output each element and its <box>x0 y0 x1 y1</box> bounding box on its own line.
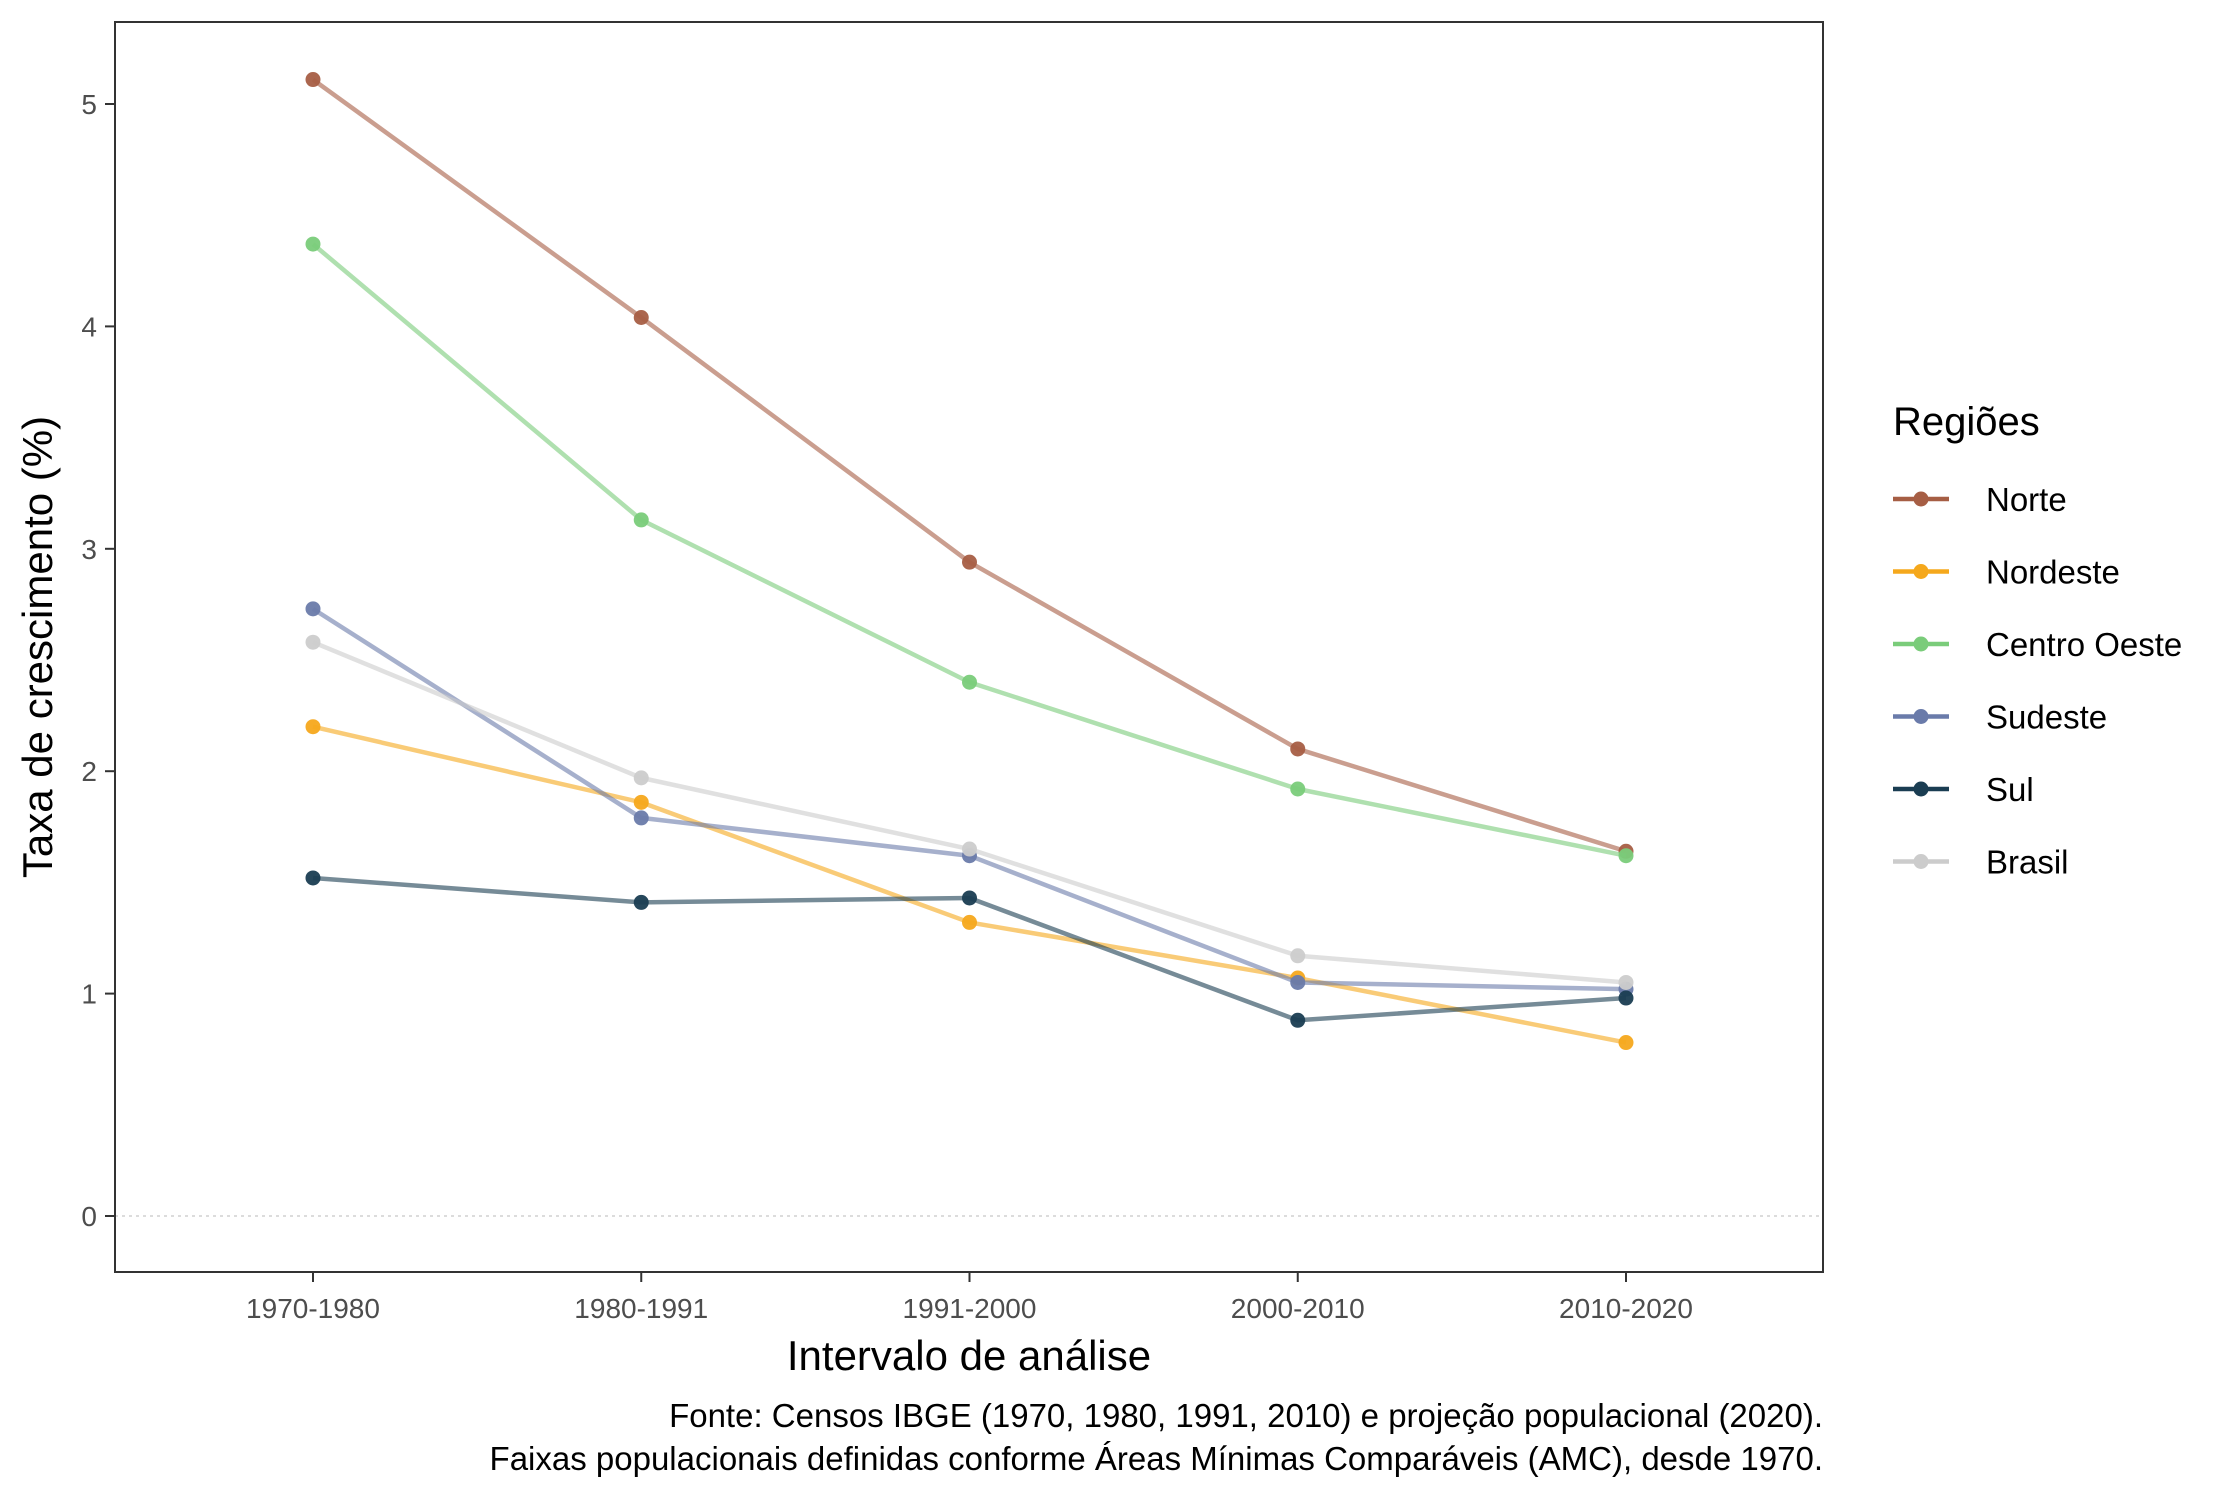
data-point <box>633 810 649 826</box>
data-point <box>633 794 649 810</box>
x-axis: 1970-1980 1980-1991 1991-2000 2000-2010 2010… <box>246 1272 1693 1324</box>
data-point <box>633 512 649 528</box>
data-point <box>305 236 321 252</box>
legend-title: Regiões <box>1893 400 2040 444</box>
y-tick-label: 1 <box>81 979 97 1010</box>
legend-key-point <box>1913 709 1929 724</box>
legend-item: Brasil <box>1893 844 2069 881</box>
data-point <box>305 719 321 735</box>
data-point <box>1618 974 1634 990</box>
y-axis-title: Taxa de crescimento (%) <box>14 416 61 878</box>
legend-label: Norte <box>1986 481 2067 518</box>
data-point <box>633 894 649 910</box>
data-point <box>962 890 977 906</box>
data-point <box>305 870 321 886</box>
x-tick-label: 2010-2020 <box>1559 1293 1693 1324</box>
legend-label: Centro Oeste <box>1986 626 2182 663</box>
data-point <box>962 674 977 690</box>
x-tick-label: 2000-2010 <box>1231 1293 1365 1324</box>
data-point <box>1290 974 1306 990</box>
legend-key-point <box>1913 491 1929 507</box>
data-point <box>1290 741 1306 757</box>
legend-label: Nordeste <box>1986 554 2120 591</box>
data-point <box>305 601 321 617</box>
legend-label: Brasil <box>1986 844 2069 881</box>
data-point <box>962 914 977 930</box>
y-tick-label: 4 <box>81 311 97 342</box>
legend-key-point <box>1913 854 1929 869</box>
legend-item: Centro Oeste <box>1893 626 2182 663</box>
y-axis: 0 1 2 3 4 5 <box>81 89 115 1232</box>
x-tick-label: 1991-2000 <box>903 1293 1037 1324</box>
series-brasil <box>305 634 1634 990</box>
legend-item: Sul <box>1893 771 2034 808</box>
legend-item: Norte <box>1893 481 2067 518</box>
data-point <box>1618 1035 1634 1051</box>
legend-label: Sul <box>1986 771 2034 808</box>
data-point <box>1290 948 1306 964</box>
data-point <box>305 634 321 650</box>
y-tick-label: 3 <box>81 534 97 565</box>
data-point <box>633 770 649 786</box>
data-point <box>962 841 977 857</box>
legend-item: Sudeste <box>1893 699 2107 736</box>
legend: Regiões Norte Nordeste Centro Oeste Sudeste… <box>1893 400 2182 881</box>
data-point <box>305 72 321 88</box>
series-layer <box>305 72 1634 1051</box>
data-point <box>1618 990 1634 1006</box>
legend-key-point <box>1913 564 1929 579</box>
data-point <box>962 554 977 570</box>
caption-note: Faixas populacionais definidas conforme … <box>490 1440 1823 1477</box>
series-centro-oeste <box>305 236 1634 864</box>
plot-panel <box>115 22 1823 1272</box>
x-tick-label: 1970-1980 <box>246 1293 380 1324</box>
caption-source: Fonte: Censos IBGE (1970, 1980, 1991, 20… <box>669 1397 1823 1434</box>
plot-border <box>114 21 1824 1273</box>
x-tick-label: 1980-1991 <box>574 1293 708 1324</box>
y-tick-label: 2 <box>81 756 97 787</box>
data-point <box>1290 781 1306 797</box>
legend-item: Nordeste <box>1893 554 2120 591</box>
legend-key-point <box>1913 781 1929 797</box>
series-sul <box>305 870 1634 1028</box>
x-axis-title: Intervalo de análise <box>787 1332 1151 1379</box>
data-point <box>1290 1012 1306 1028</box>
legend-key-point <box>1913 636 1929 652</box>
y-tick-label: 0 <box>81 1201 97 1232</box>
data-point <box>633 310 649 326</box>
data-point <box>1618 848 1634 864</box>
legend-label: Sudeste <box>1986 699 2107 736</box>
y-tick-label: 5 <box>81 89 97 120</box>
